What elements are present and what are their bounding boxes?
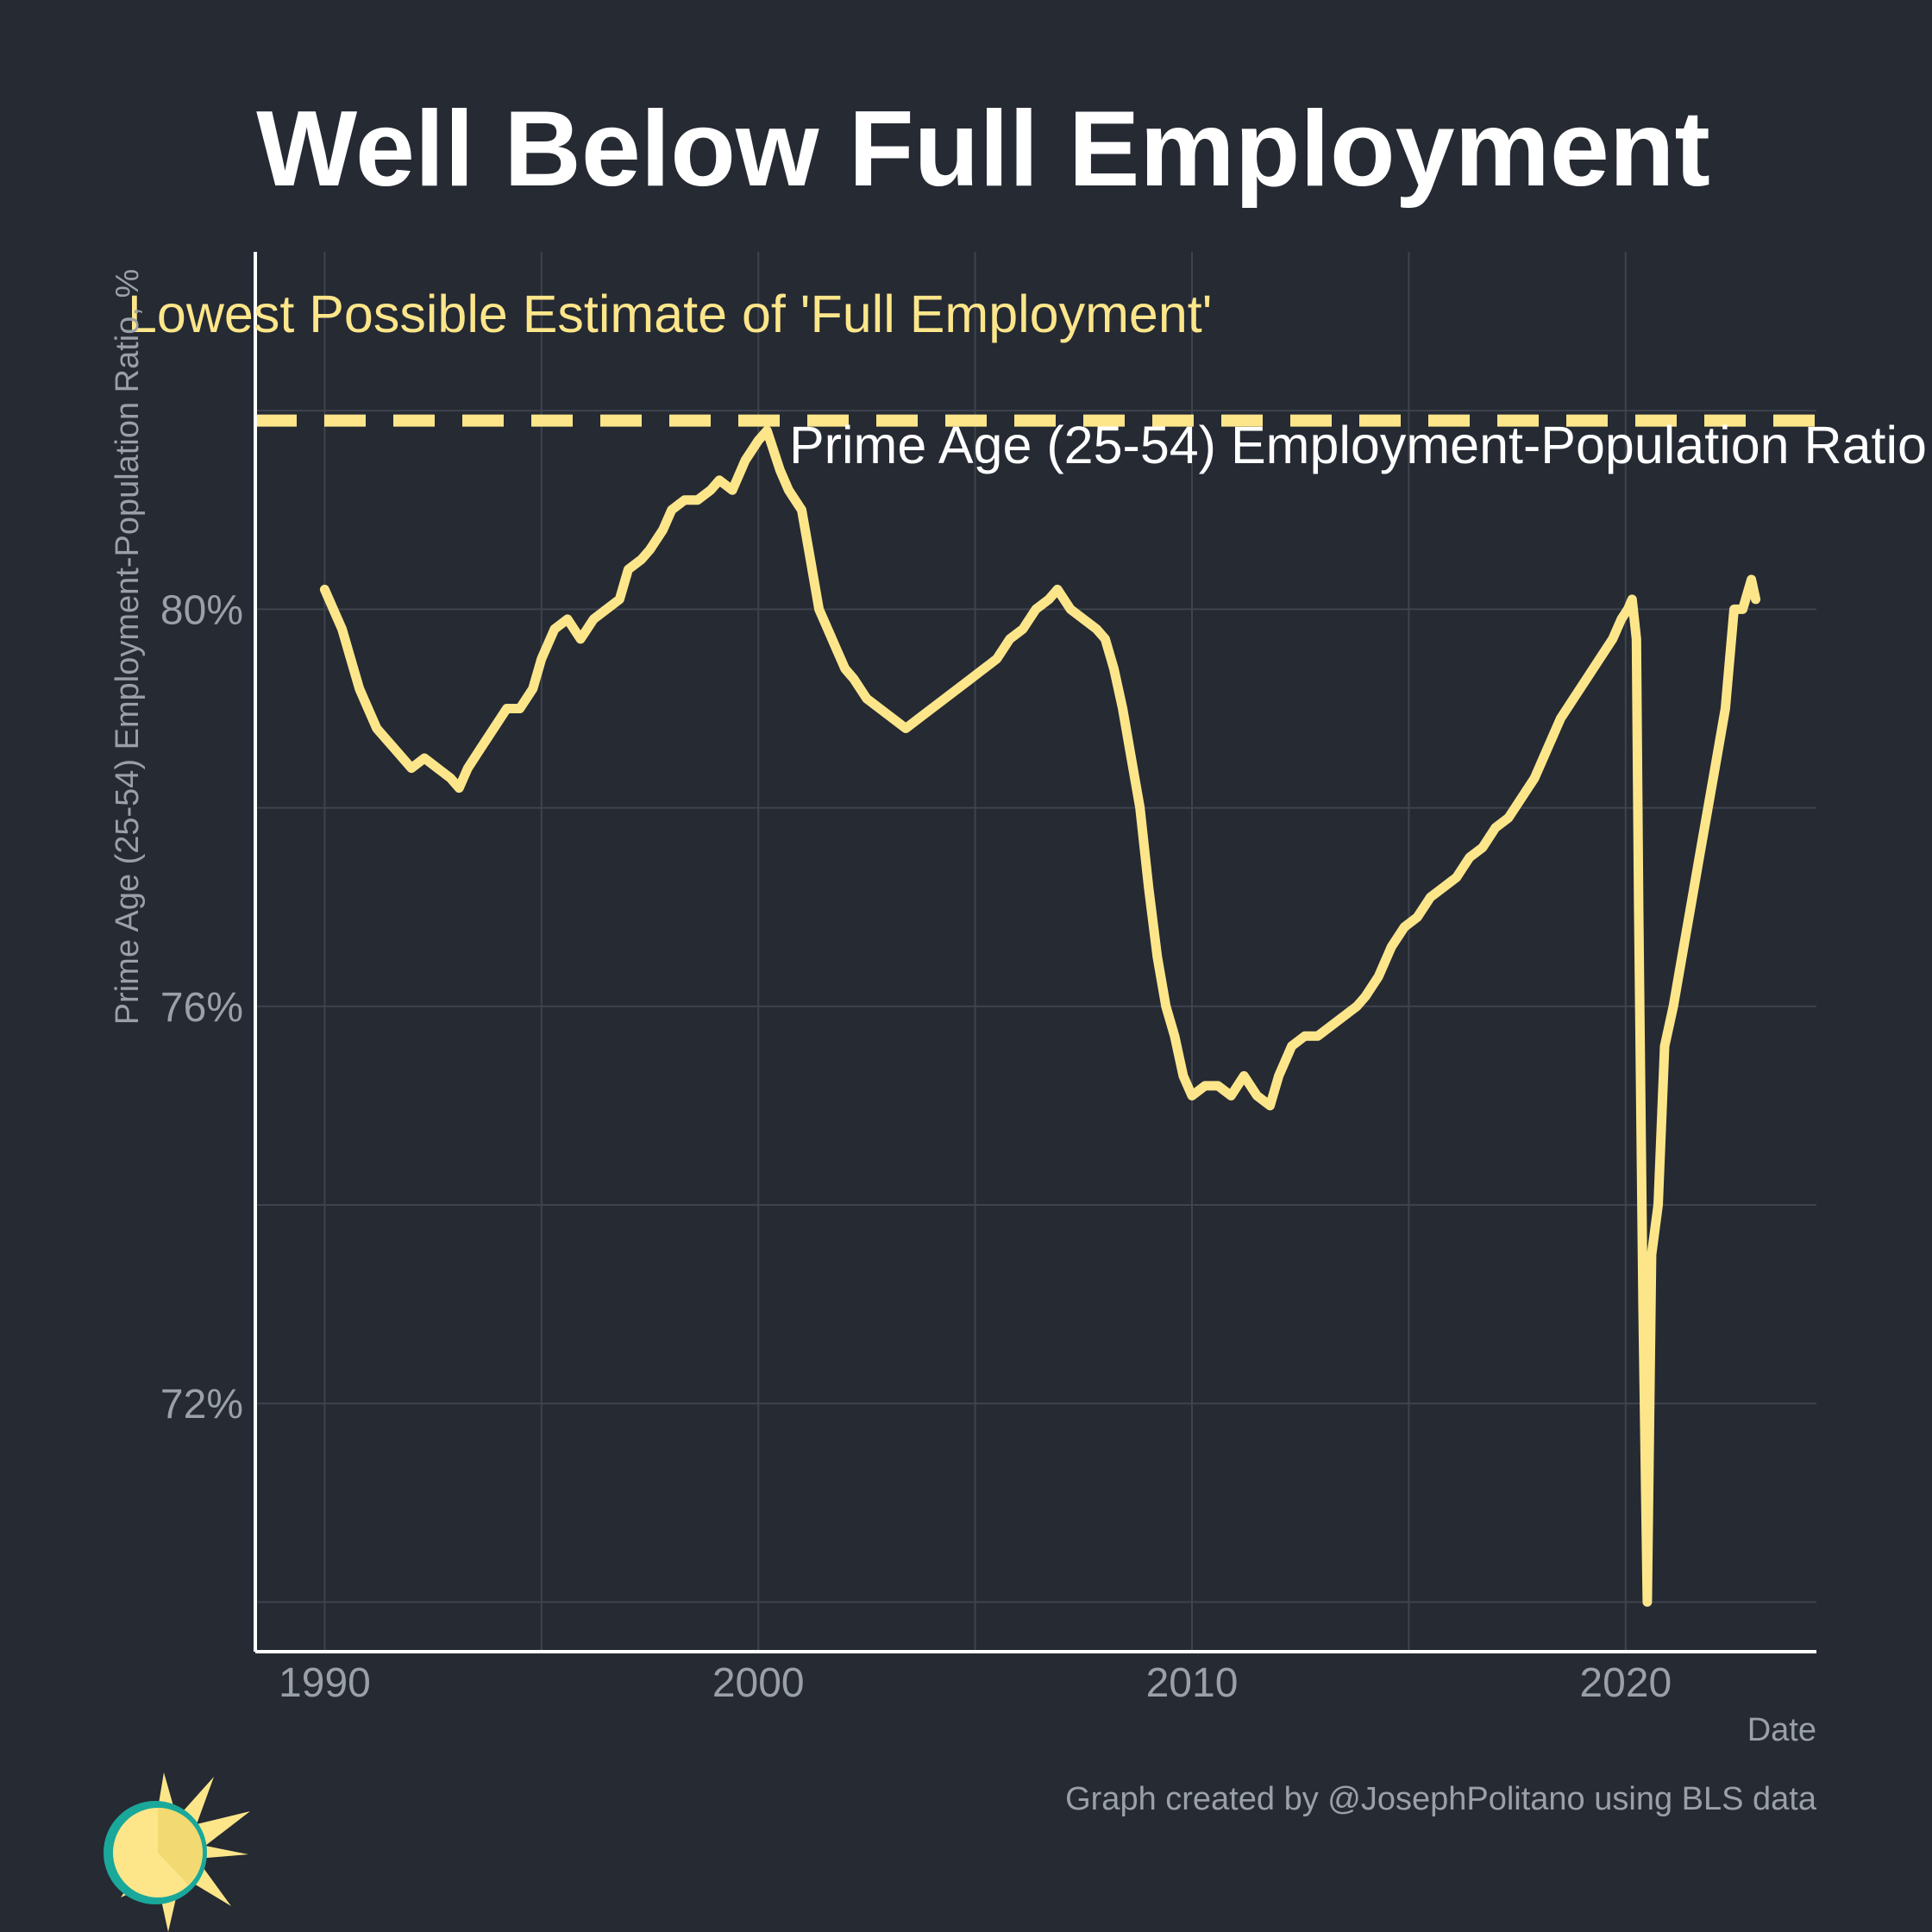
y-tick-label: 80% [160, 587, 243, 633]
series-label: Prime Age (25-54) Employment-Population … [789, 416, 1927, 474]
y-tick-label: 76% [160, 985, 243, 1031]
series-line [319, 425, 1761, 1607]
x-tick-label: 2010 [1146, 1660, 1239, 1706]
chart-title: Well Below Full Employment [256, 90, 1710, 209]
x-tick-label: 1990 [279, 1660, 371, 1706]
series-group [319, 425, 1761, 1607]
x-tick-label: 2020 [1579, 1660, 1672, 1706]
tick-labels: 1990 2000 2010 2020 72% 76% 80% [160, 587, 1672, 1706]
sun-logo-icon [104, 1772, 250, 1932]
x-axis-label: Date [1747, 1712, 1816, 1748]
y-tick-label: 72% [160, 1382, 243, 1427]
x-tick-label: 2000 [712, 1660, 805, 1706]
reference-line-label: Lowest Possible Estimate of 'Full Employ… [128, 285, 1212, 343]
caption: Graph created by @JosephPolitano using B… [1065, 1781, 1817, 1817]
axes [254, 252, 1816, 1653]
y-axis-label: Prime Age (25-54) Employment-Population … [110, 269, 146, 1026]
